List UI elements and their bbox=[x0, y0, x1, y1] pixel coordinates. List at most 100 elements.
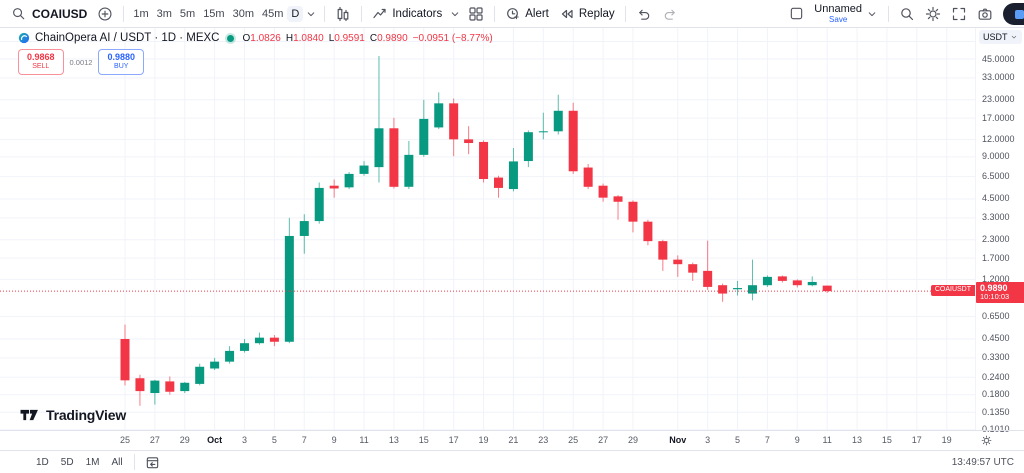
candle[interactable] bbox=[449, 103, 459, 140]
interval-45m[interactable]: 45m bbox=[262, 7, 284, 20]
candle[interactable] bbox=[658, 241, 668, 260]
close-label: C bbox=[369, 32, 378, 44]
sell-button[interactable]: 0.9868 SELL bbox=[18, 49, 64, 75]
time-tick-label: 9 bbox=[794, 435, 800, 445]
candle[interactable] bbox=[434, 103, 444, 128]
candle[interactable] bbox=[225, 350, 235, 362]
candle[interactable] bbox=[673, 259, 683, 265]
layout-name-button[interactable]: Unnamed Save bbox=[809, 3, 883, 25]
time-tick-label: 21 bbox=[508, 435, 519, 445]
candle[interactable] bbox=[643, 221, 653, 242]
compare-add-symbol-button[interactable] bbox=[92, 3, 118, 25]
candle[interactable] bbox=[688, 264, 698, 273]
indicators-menu-button[interactable] bbox=[447, 3, 463, 25]
chart-canvas[interactable] bbox=[0, 28, 975, 430]
redo-button[interactable] bbox=[657, 3, 683, 25]
interval-1m[interactable]: 1m bbox=[133, 7, 149, 20]
symbol-search-button[interactable]: COAIUSD bbox=[6, 3, 92, 25]
undo-button[interactable] bbox=[631, 3, 657, 25]
candle[interactable] bbox=[733, 288, 743, 290]
symbol-title[interactable]: ChainOpera AI / USDT · 1D · MEXC bbox=[35, 32, 220, 44]
interval-5m[interactable]: 5m bbox=[179, 7, 196, 20]
candle[interactable] bbox=[344, 173, 354, 188]
settings-button[interactable] bbox=[920, 3, 946, 25]
candle[interactable] bbox=[165, 381, 175, 392]
range-1D[interactable]: 1D bbox=[36, 456, 49, 468]
layout-save-link[interactable]: Save bbox=[829, 14, 848, 24]
candle[interactable] bbox=[703, 270, 713, 287]
interval-30m[interactable]: 30m bbox=[232, 7, 254, 20]
buy-button[interactable]: 0.9880 BUY bbox=[98, 49, 145, 75]
candle[interactable] bbox=[419, 118, 429, 155]
time-axis[interactable]: 25 27 29 Oct 3 5 7 9 11 13 15 17 19 21 23 25 27 29 Nov 3 5 7 9… bbox=[0, 431, 975, 450]
candle[interactable] bbox=[583, 167, 593, 187]
candle[interactable] bbox=[269, 337, 279, 342]
candle[interactable] bbox=[553, 110, 563, 132]
go-to-date-button[interactable] bbox=[140, 451, 165, 473]
axis-currency-dropdown[interactable]: USDT bbox=[979, 30, 1022, 44]
price-tick-label: 0.2400 bbox=[982, 371, 1010, 382]
candle[interactable] bbox=[718, 285, 728, 294]
candle[interactable] bbox=[613, 196, 623, 202]
candle[interactable] bbox=[314, 187, 324, 222]
candle[interactable] bbox=[822, 285, 832, 292]
candle[interactable] bbox=[792, 280, 802, 286]
candle[interactable] bbox=[523, 132, 533, 162]
candle[interactable] bbox=[210, 361, 220, 369]
candle[interactable] bbox=[777, 276, 787, 281]
quick-search-button[interactable] bbox=[894, 3, 920, 25]
candle[interactable] bbox=[374, 128, 384, 168]
candle[interactable] bbox=[568, 110, 578, 172]
publish-button[interactable]: Publish bbox=[1003, 3, 1024, 25]
replay-button[interactable]: Replay bbox=[554, 3, 620, 25]
candle[interactable] bbox=[254, 337, 264, 344]
chart-pane[interactable]: COAIUSDT ChainOpera AI / USDT · 1D · MEX… bbox=[0, 28, 975, 430]
candle[interactable] bbox=[240, 343, 250, 351]
price-axis[interactable]: 60.000045.000033.000023.000017.000012.00… bbox=[975, 28, 1024, 434]
interval-1D-selected[interactable]: D bbox=[287, 5, 304, 22]
candle[interactable] bbox=[479, 141, 489, 180]
candle[interactable] bbox=[747, 285, 757, 294]
layout-select-button[interactable] bbox=[784, 3, 809, 25]
clock-utc[interactable]: 13:49:57 UTC bbox=[951, 456, 1014, 468]
candle[interactable] bbox=[120, 338, 130, 381]
indicators-button[interactable]: Indicators bbox=[367, 3, 447, 25]
range-All[interactable]: All bbox=[111, 456, 123, 468]
candles[interactable] bbox=[120, 55, 832, 406]
candle[interactable] bbox=[762, 276, 772, 286]
candle[interactable] bbox=[329, 185, 339, 189]
divider bbox=[888, 5, 889, 22]
chart-style-button[interactable] bbox=[330, 3, 356, 25]
candle[interactable] bbox=[464, 139, 474, 144]
candle[interactable] bbox=[389, 128, 399, 187]
candle[interactable] bbox=[284, 235, 294, 342]
candle[interactable] bbox=[598, 185, 608, 198]
candle[interactable] bbox=[807, 281, 817, 286]
candle[interactable] bbox=[359, 165, 369, 174]
candle[interactable] bbox=[538, 131, 548, 133]
range-1M[interactable]: 1M bbox=[85, 456, 100, 468]
candle[interactable] bbox=[135, 378, 145, 392]
candle[interactable] bbox=[195, 366, 205, 384]
interval-15m[interactable]: 15m bbox=[203, 7, 225, 20]
range-5D[interactable]: 5D bbox=[60, 456, 74, 468]
price-tick-label: 45.0000 bbox=[982, 53, 1015, 64]
last-price: 0.9890 bbox=[980, 283, 1008, 294]
axis-settings-corner[interactable] bbox=[975, 431, 1024, 450]
trade-buttons-row: 0.9868 SELL 0.0012 0.9880 BUY bbox=[18, 49, 493, 75]
candle[interactable] bbox=[494, 177, 503, 188]
candle[interactable] bbox=[299, 221, 309, 236]
interval-menu-button[interactable] bbox=[303, 3, 319, 25]
screenshot-button[interactable] bbox=[972, 3, 998, 25]
candle[interactable] bbox=[404, 154, 414, 187]
candle[interactable] bbox=[628, 201, 638, 222]
candle[interactable] bbox=[180, 382, 190, 392]
candle[interactable] bbox=[508, 161, 518, 190]
fullscreen-button[interactable] bbox=[946, 3, 972, 25]
candle[interactable] bbox=[150, 380, 160, 394]
indicator-templates-button[interactable] bbox=[463, 3, 489, 25]
alert-button[interactable]: Alert bbox=[500, 3, 554, 25]
divider bbox=[133, 454, 135, 470]
interval-3m[interactable]: 3m bbox=[156, 7, 172, 20]
tradingview-watermark[interactable]: TradingView bbox=[18, 407, 126, 423]
